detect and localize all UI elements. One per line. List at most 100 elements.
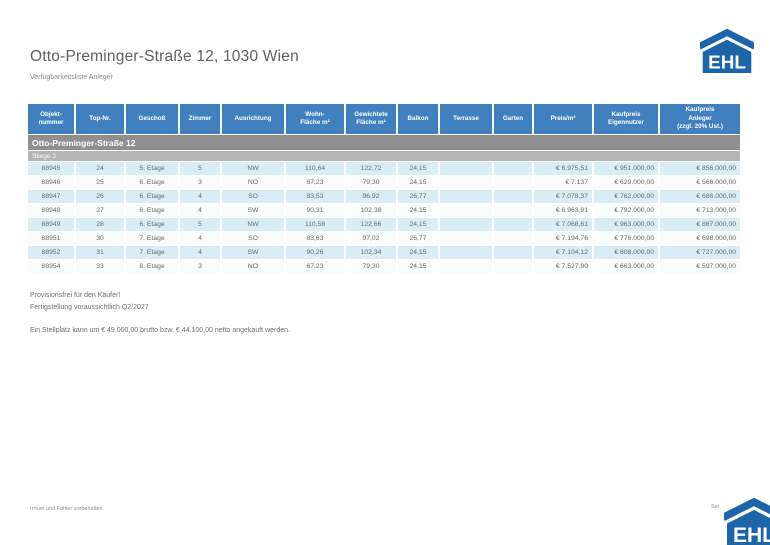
table-cell: € 963.000,00 [594, 218, 658, 231]
disclaimer-text: Irrtum und Fehler vorbehalten. [30, 506, 104, 512]
column-header: Geschoß [126, 104, 178, 134]
table-cell: SW [222, 246, 284, 259]
table-cell: € 792.000,00 [594, 204, 658, 217]
column-header: Terrasse [440, 104, 492, 134]
table-cell: € 856.000,00 [660, 162, 740, 175]
table-cell: 24,15 [398, 246, 438, 259]
table-cell [494, 190, 532, 203]
table-cell: 4 [180, 232, 220, 245]
table-cell: € 867.000,00 [660, 218, 740, 231]
table-cell [494, 246, 532, 259]
table-cell: € 698.000,00 [660, 232, 740, 245]
table-cell [440, 176, 492, 189]
table-cell: 102,38 [346, 204, 396, 217]
table-cell: € 776.000,00 [594, 232, 658, 245]
page-title: Otto-Preminger-Straße 12, 1030 Wien [30, 48, 299, 65]
table-cell: 7. Etage [126, 232, 178, 245]
table-cell: € 629.000,00 [594, 176, 658, 189]
table-row: 88951 30 7. Etage 4 SO 83,63 97,02 26,77 € 7.194… [28, 232, 740, 245]
table-cell [494, 176, 532, 189]
table-cell: 97,02 [346, 232, 396, 245]
table-cell: 3 [180, 176, 220, 189]
table-cell: 4 [180, 204, 220, 217]
table-cell: 122,72 [346, 162, 396, 175]
stiege-group-header: Stiege 3 [28, 151, 740, 161]
table-cell: 110,58 [286, 218, 344, 231]
table-cell: € 7.104,12 [534, 246, 592, 259]
table-row: 88954 33 8. Etage 3 NO 67,23 79,30 24,15 € 7.527… [28, 260, 740, 273]
table-cell [440, 246, 492, 259]
column-header: Objekt- nummer [28, 104, 74, 134]
column-header-row: Objekt- nummer Top-Nr. Geschoß Zimmer Ausric… [28, 104, 740, 134]
availability-table: Objekt- nummer Top-Nr. Geschoß Zimmer Ausric… [26, 103, 742, 274]
table-cell: 88948 [28, 204, 74, 217]
table-cell: 31 [76, 246, 124, 259]
page-subtitle: Verfügbarkeitsliste Anleger [30, 74, 113, 81]
column-header: Garten [494, 104, 532, 134]
table-cell: 96,92 [346, 190, 396, 203]
column-header: Ausrichtung [222, 104, 284, 134]
table-cell: 6. Etage [126, 190, 178, 203]
table-row: 88948 27 6. Etage 4 SW 90,31 102,38 24,15 € 6.96… [28, 204, 740, 217]
table-cell [440, 190, 492, 203]
table-cell: € 7.194,76 [534, 232, 592, 245]
table-cell: 24,15 [398, 260, 438, 273]
table-cell [494, 260, 532, 273]
column-header: Preis/m² [534, 104, 592, 134]
table-cell: 67,23 [286, 176, 344, 189]
table-cell: 102,34 [346, 246, 396, 259]
table-cell [494, 232, 532, 245]
table-cell: 26,77 [398, 190, 438, 203]
table-cell: 26 [76, 190, 124, 203]
table-cell: 83,63 [286, 232, 344, 245]
table-cell: € 951.000,00 [594, 162, 658, 175]
column-header: Wohn- Fläche m² [286, 104, 344, 134]
table-cell: 88952 [28, 246, 74, 259]
column-header: Gewichtete Fläche m² [346, 104, 396, 134]
table-cell: 79,30 [346, 260, 396, 273]
table-cell [494, 162, 532, 175]
table-row: 88945 24 5. Etage 5 NW 110,64 122,72 24,15 € 6.9… [28, 162, 740, 175]
table-cell: 5. Etage [126, 162, 178, 175]
table-cell [440, 162, 492, 175]
table-cell: 4 [180, 190, 220, 203]
table-cell: 6. Etage [126, 176, 178, 189]
table-cell: 83,53 [286, 190, 344, 203]
table-cell: 4 [180, 246, 220, 259]
table-cell: 26,77 [398, 232, 438, 245]
table-cell: 25 [76, 176, 124, 189]
table-cell: 88946 [28, 176, 74, 189]
table-cell: € 713.000,00 [660, 204, 740, 217]
table-cell: 7. Etage [126, 246, 178, 259]
column-header: Top-Nr. [76, 104, 124, 134]
table-cell: 24,15 [398, 218, 438, 231]
logo-text: EHL [708, 53, 746, 74]
table-cell: 6. Etage [126, 218, 178, 231]
table-cell: 88945 [28, 162, 74, 175]
table-cell: € 7.137 [534, 176, 592, 189]
table-cell: 110,64 [286, 162, 344, 175]
table-row: 88952 31 7. Etage 4 SW 90,26 102,34 24,15 € 7.10… [28, 246, 740, 259]
table-row: 88947 26 6. Etage 4 SO 83,53 96,92 26,77 € 7.078… [28, 190, 740, 203]
table-cell: 6. Etage [126, 204, 178, 217]
note-provisionsfrei: Provisionsfrei für den Käufer! [30, 292, 121, 299]
table-cell: 88951 [28, 232, 74, 245]
table-cell: 3 [180, 260, 220, 273]
column-header: Zimmer [180, 104, 220, 134]
table-cell: € 6.963,91 [534, 204, 592, 217]
table-cell: NW [222, 162, 284, 175]
table-cell: SW [222, 204, 284, 217]
note-stellplatz: Ein Stellplatz kann um € 49.000,00 brutt… [30, 327, 290, 334]
table-head: Objekt- nummer Top-Nr. Geschoß Zimmer Ausric… [28, 104, 740, 161]
table-row: 88946 25 6. Etage 3 NO 67,23 79,30 24,15 € 7.137… [28, 176, 740, 189]
table-cell: 88949 [28, 218, 74, 231]
table-cell: € 762.000,00 [594, 190, 658, 203]
table-cell: € 7.078,37 [534, 190, 592, 203]
table-cell: € 7.068,61 [534, 218, 592, 231]
table-cell: 90,31 [286, 204, 344, 217]
table-cell: NO [222, 260, 284, 273]
table-cell: 24,15 [398, 204, 438, 217]
project-group-row: Otto-Preminger-Straße 12 [28, 135, 740, 150]
table-cell: 24 [76, 162, 124, 175]
table-cell [494, 218, 532, 231]
